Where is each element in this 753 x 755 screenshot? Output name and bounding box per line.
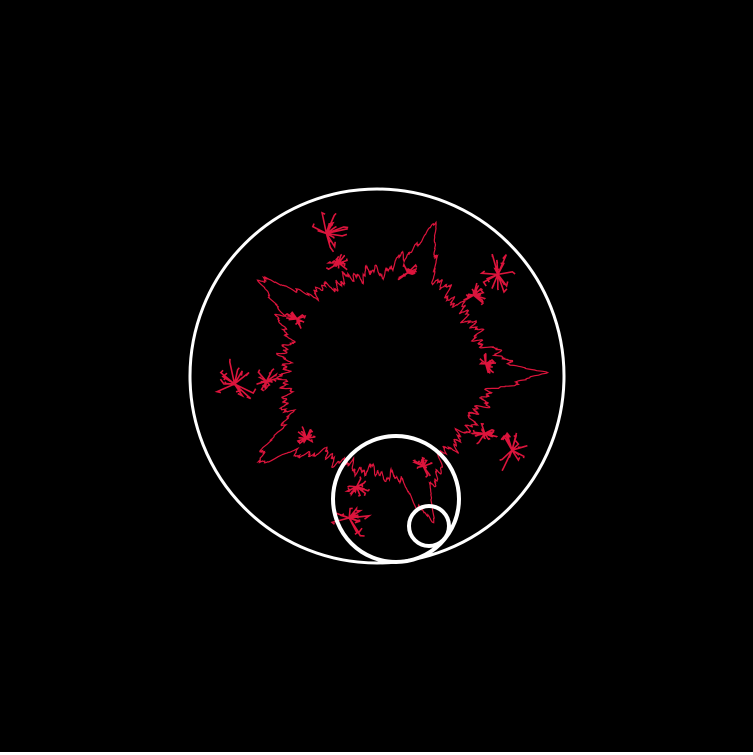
canvas-background — [0, 0, 753, 755]
fractal-canvas — [0, 0, 753, 755]
